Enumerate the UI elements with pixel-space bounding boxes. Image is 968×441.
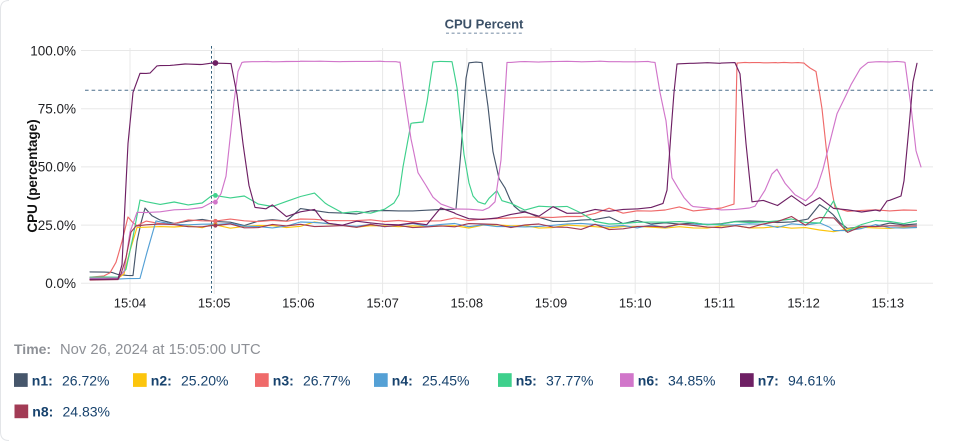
svg-text:n1:: n1:	[32, 372, 53, 388]
svg-text:n2:: n2:	[151, 372, 172, 388]
svg-text:75.0%: 75.0%	[38, 102, 76, 117]
svg-text:15:12: 15:12	[787, 296, 820, 311]
svg-text:25.45%: 25.45%	[422, 372, 469, 388]
svg-text:26.72%: 26.72%	[62, 372, 109, 388]
svg-text:34.85%: 34.85%	[668, 372, 715, 388]
svg-text:Time:: Time:	[14, 341, 51, 357]
svg-text:100.0%: 100.0%	[30, 43, 76, 58]
svg-text:15:09: 15:09	[535, 296, 568, 311]
svg-text:n5:: n5:	[516, 372, 537, 388]
svg-text:37.77%: 37.77%	[546, 372, 593, 388]
svg-text:24.83%: 24.83%	[63, 404, 110, 420]
svg-text:n8:: n8:	[32, 404, 53, 420]
svg-text:n4:: n4:	[392, 372, 413, 388]
svg-text:15:08: 15:08	[451, 296, 484, 311]
svg-text:26.77%: 26.77%	[303, 372, 350, 388]
svg-text:0.0%: 0.0%	[45, 276, 76, 291]
svg-text:94.61%: 94.61%	[788, 372, 835, 388]
svg-text:25.20%: 25.20%	[181, 372, 228, 388]
svg-text:15:11: 15:11	[704, 296, 736, 311]
svg-text:n3:: n3:	[273, 372, 294, 388]
svg-text:50.0%: 50.0%	[38, 160, 76, 175]
svg-text:15:10: 15:10	[619, 296, 652, 311]
svg-text:Nov 26, 2024 at 15:05:00 UTC: Nov 26, 2024 at 15:05:00 UTC	[60, 342, 261, 358]
svg-text:n7:: n7:	[758, 372, 779, 388]
svg-text:15:05: 15:05	[198, 296, 231, 311]
svg-text:15:07: 15:07	[366, 296, 399, 311]
svg-text:15:06: 15:06	[282, 296, 315, 311]
svg-text:CPU Percent: CPU Percent	[445, 17, 524, 32]
svg-text:CPU (percentage): CPU (percentage)	[25, 119, 40, 232]
svg-text:15:04: 15:04	[114, 296, 147, 311]
svg-text:25.0%: 25.0%	[38, 218, 76, 233]
svg-text:n6:: n6:	[638, 372, 659, 388]
svg-text:15:13: 15:13	[872, 296, 905, 311]
